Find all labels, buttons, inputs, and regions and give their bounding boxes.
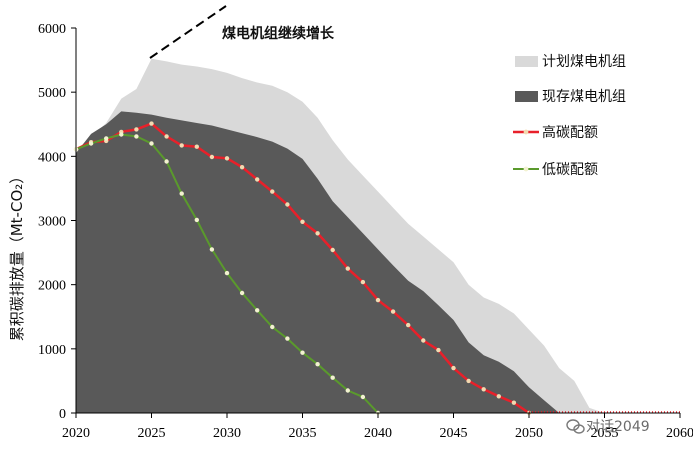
x-ticks: 2020 2025 2030 2035 2040 2045 2050 2055 2060 — [62, 413, 693, 441]
legend-swatch-existing — [515, 91, 538, 102]
point-series-0-7 — [179, 143, 184, 148]
x-tick-label-3: 2035 — [289, 426, 317, 441]
lines-layer — [73, 121, 680, 416]
legend-label-low: 低碳配额 — [542, 162, 598, 178]
x-tick-label-6: 2050 — [515, 426, 543, 441]
point-series-1-8 — [194, 217, 199, 223]
y-tick-label-0: 0 — [59, 407, 66, 422]
point-series-0-18 — [345, 266, 350, 271]
point-series-1-9 — [209, 247, 215, 252]
y-tick-label-4: 4000 — [38, 150, 66, 165]
x-tick-label-5: 2045 — [440, 426, 468, 441]
annotation-arrow — [149, 5, 227, 59]
y-tick-label-2: 2000 — [38, 279, 66, 294]
point-series-1-2 — [104, 136, 109, 141]
point-series-0-10 — [224, 156, 230, 161]
point-series-0-15 — [300, 219, 305, 224]
point-series-1-10 — [224, 270, 230, 276]
area-series-1 — [76, 111, 560, 414]
watermark-text: 对话2049 — [586, 419, 650, 435]
legend-swatch-planned — [515, 56, 538, 67]
point-series-1-3 — [119, 132, 124, 137]
point-series-1-17 — [330, 375, 335, 380]
legend-marker-high — [523, 129, 529, 135]
x-tick-label-4: 2040 — [364, 426, 392, 441]
point-series-0-27 — [481, 387, 486, 392]
x-tick-label-0: 2020 — [62, 426, 90, 441]
x-tick-label-1: 2025 — [138, 426, 166, 441]
point-series-1-12 — [255, 308, 260, 313]
point-series-1-16 — [315, 362, 320, 367]
point-series-1-13 — [270, 324, 275, 330]
point-series-0-20 — [375, 297, 381, 303]
point-series-0-26 — [466, 378, 471, 384]
watermark: 对话2049 — [566, 419, 650, 435]
point-series-0-11 — [239, 165, 245, 170]
point-series-1-19 — [360, 394, 366, 400]
point-series-0-29 — [511, 400, 517, 405]
annotation-text: 煤电机组继续增长 — [222, 25, 335, 42]
point-series-0-8 — [194, 144, 199, 149]
point-series-1-11 — [239, 290, 245, 296]
wechat-icon — [566, 419, 585, 434]
legend-label-high: 高碳配额 — [542, 124, 598, 141]
annotation-group: 煤电机组继续增长 — [149, 5, 335, 59]
point-series-0-23 — [421, 338, 426, 343]
y-ticks: 0 1000 2000 3000 4000 5000 6000 — [38, 22, 76, 422]
point-series-0-28 — [496, 394, 501, 399]
y-tick-label-5: 5000 — [38, 86, 66, 101]
y-tick-label-1: 1000 — [38, 343, 66, 358]
point-series-0-16 — [315, 231, 320, 236]
areas-layer — [76, 58, 605, 414]
point-series-1-18 — [345, 388, 350, 393]
point-series-0-9 — [209, 154, 215, 160]
point-series-1-6 — [164, 159, 169, 164]
point-series-0-24 — [436, 347, 441, 353]
legend-label-planned: 计划煤电机组 — [542, 54, 626, 70]
x-tick-label-2: 2030 — [213, 426, 241, 441]
y-tick-label-3: 3000 — [38, 215, 66, 230]
y-tick-label-6: 6000 — [38, 22, 66, 37]
point-series-1-1 — [88, 141, 94, 146]
legend-label-existing: 现存煤电机组 — [542, 89, 626, 105]
point-series-0-13 — [270, 189, 275, 194]
point-series-0-21 — [390, 309, 396, 314]
point-series-1-5 — [149, 141, 154, 146]
point-series-0-14 — [285, 202, 290, 207]
y-axis-label: 累积碳排放量（Mt-CO₂） — [8, 169, 26, 342]
point-series-0-5 — [149, 121, 154, 126]
point-series-0-6 — [164, 134, 169, 139]
point-series-0-17 — [330, 247, 335, 253]
x-tick-label-8: 2060 — [666, 426, 693, 441]
point-series-0-19 — [360, 279, 366, 285]
point-series-1-14 — [285, 336, 290, 341]
legend: 计划煤电机组 现存煤电机组 高碳配额 低碳配额 — [513, 54, 626, 178]
point-series-0-4 — [134, 127, 139, 132]
x-tick-label-7: 2055 — [591, 426, 619, 441]
legend-marker-low — [523, 166, 529, 172]
point-series-0-25 — [451, 365, 456, 371]
point-series-0-12 — [255, 177, 260, 182]
point-series-1-15 — [300, 350, 305, 355]
point-series-1-7 — [179, 191, 184, 196]
point-series-0-22 — [406, 322, 411, 328]
point-series-1-4 — [134, 134, 139, 139]
